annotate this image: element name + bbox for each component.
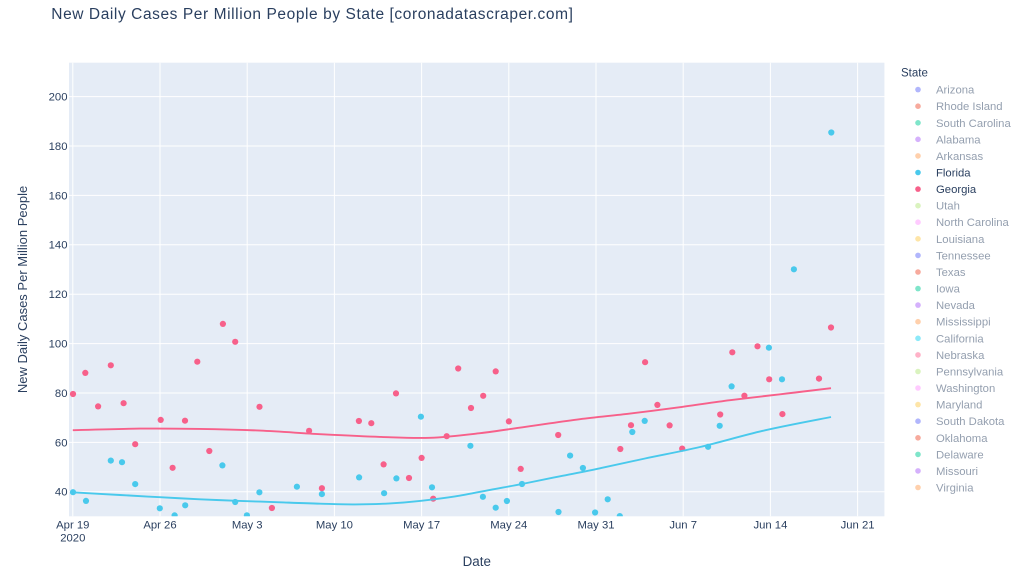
svg-text:South Carolina: South Carolina xyxy=(936,118,1011,130)
svg-text:Georgia: Georgia xyxy=(936,184,977,196)
svg-text:Iowa: Iowa xyxy=(936,284,961,296)
svg-text:Mississippi: Mississippi xyxy=(936,317,991,329)
svg-text:40: 40 xyxy=(55,487,68,499)
svg-text:Washington: Washington xyxy=(936,383,995,395)
svg-text:Jun 7: Jun 7 xyxy=(669,519,697,531)
svg-text:South Dakota: South Dakota xyxy=(936,416,1005,428)
svg-text:Arizona: Arizona xyxy=(936,85,975,97)
svg-text:Jun 21: Jun 21 xyxy=(841,519,875,531)
svg-text:60: 60 xyxy=(55,437,68,449)
svg-text:Jun 14: Jun 14 xyxy=(753,519,787,531)
svg-text:Texas: Texas xyxy=(936,267,966,279)
svg-text:May 17: May 17 xyxy=(403,519,440,531)
svg-text:140: 140 xyxy=(49,240,68,252)
svg-text:May 3: May 3 xyxy=(232,519,263,531)
svg-text:State: State xyxy=(901,67,928,79)
svg-text:Florida: Florida xyxy=(936,168,971,180)
svg-text:Apr 19: Apr 19 xyxy=(56,519,89,531)
svg-text:Delaware: Delaware xyxy=(936,449,984,461)
svg-text:New Daily Cases Per Million Pe: New Daily Cases Per Million People by St… xyxy=(51,6,573,23)
svg-text:200: 200 xyxy=(49,92,68,104)
svg-text:Louisiana: Louisiana xyxy=(936,234,985,246)
svg-text:Nevada: Nevada xyxy=(936,300,976,312)
svg-text:May 10: May 10 xyxy=(316,519,353,531)
svg-text:Apr 26: Apr 26 xyxy=(143,519,176,531)
svg-text:100: 100 xyxy=(49,339,68,351)
svg-text:May 31: May 31 xyxy=(577,519,614,531)
svg-text:Pennsylvania: Pennsylvania xyxy=(936,367,1004,379)
svg-text:Arkansas: Arkansas xyxy=(936,151,983,163)
svg-text:Tennessee: Tennessee xyxy=(936,250,991,262)
svg-text:Maryland: Maryland xyxy=(936,400,982,412)
svg-text:Alabama: Alabama xyxy=(936,134,981,146)
svg-text:Utah: Utah xyxy=(936,201,960,213)
svg-text:180: 180 xyxy=(49,141,68,153)
svg-text:Missouri: Missouri xyxy=(936,466,978,478)
svg-text:Rhode Island: Rhode Island xyxy=(936,101,1003,113)
svg-text:Virginia: Virginia xyxy=(936,483,974,495)
svg-text:May 24: May 24 xyxy=(490,519,527,531)
svg-text:80: 80 xyxy=(55,388,68,400)
svg-text:Date: Date xyxy=(463,554,491,569)
svg-text:Nebraska: Nebraska xyxy=(936,350,985,362)
svg-text:Oklahoma: Oklahoma xyxy=(936,433,988,445)
svg-text:2020: 2020 xyxy=(60,533,85,545)
svg-text:California: California xyxy=(936,333,984,345)
svg-text:New Daily Cases Per Million Pe: New Daily Cases Per Million People xyxy=(15,186,30,393)
svg-text:160: 160 xyxy=(49,190,68,202)
svg-text:North Carolina: North Carolina xyxy=(936,217,1010,229)
svg-text:120: 120 xyxy=(49,289,68,301)
